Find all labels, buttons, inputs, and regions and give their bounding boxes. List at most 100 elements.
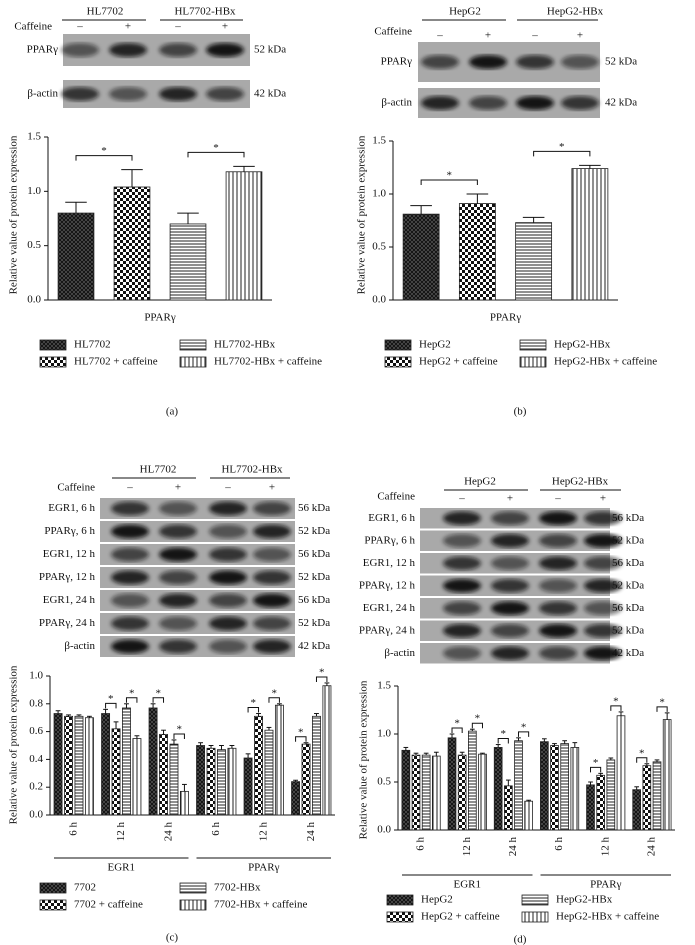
error-bar bbox=[423, 752, 429, 756]
x-tick-label: 6 h bbox=[67, 822, 79, 836]
bar bbox=[243, 757, 253, 816]
error-bar bbox=[654, 759, 660, 762]
treatment-label: Caffeine bbox=[14, 21, 52, 33]
blot-size-label: 52 kDa bbox=[298, 525, 330, 537]
error-bar bbox=[161, 729, 166, 735]
blot-band bbox=[443, 623, 481, 638]
bar bbox=[401, 749, 411, 831]
bar bbox=[169, 743, 179, 816]
x-tick-label: 6 h bbox=[210, 822, 222, 836]
bar bbox=[217, 749, 226, 816]
blot-strip bbox=[100, 613, 295, 634]
blot-band bbox=[111, 593, 149, 608]
error-bar bbox=[245, 753, 251, 759]
y-tick-label: 0.2 bbox=[29, 781, 43, 793]
blot-band bbox=[443, 556, 481, 571]
legend-label: HepG2-HBx bbox=[556, 894, 613, 906]
lane-label: – bbox=[174, 21, 181, 33]
significance-label: * bbox=[639, 747, 645, 759]
blot-size-label: 42 kDa bbox=[612, 647, 644, 659]
bar bbox=[571, 168, 609, 301]
legend-swatch bbox=[179, 356, 207, 368]
significance-label: * bbox=[475, 713, 481, 725]
blot-band bbox=[109, 87, 147, 101]
error-bar bbox=[208, 745, 214, 749]
blot-size-label: 52 kDa bbox=[612, 624, 644, 636]
y-tick-label: 0.8 bbox=[29, 697, 43, 709]
y-axis-title: Relative value of protein expression bbox=[8, 135, 20, 294]
bar bbox=[514, 740, 523, 831]
blot-band bbox=[469, 96, 507, 110]
blot-band bbox=[206, 43, 244, 57]
y-tick-label: 1.0 bbox=[377, 728, 391, 740]
bar bbox=[596, 774, 605, 831]
significance-label: * bbox=[213, 142, 219, 154]
blot-band bbox=[111, 547, 149, 562]
lane-label: + bbox=[222, 21, 228, 33]
bar bbox=[291, 781, 301, 816]
error-bar bbox=[598, 772, 604, 776]
significance-bracket bbox=[173, 733, 185, 739]
error-bar bbox=[541, 738, 547, 742]
blot-band bbox=[209, 616, 247, 631]
bar bbox=[301, 743, 311, 816]
error-bar bbox=[588, 781, 593, 785]
blot-size-label: 42 kDa bbox=[298, 640, 330, 652]
legend-label: HepG2-HBx bbox=[554, 339, 611, 351]
legend-label: 7702 bbox=[74, 882, 96, 894]
significance-label: * bbox=[593, 757, 599, 769]
significance-label: * bbox=[319, 666, 325, 678]
bar bbox=[606, 759, 616, 831]
significance-bracket bbox=[610, 705, 622, 711]
blot-band bbox=[491, 533, 529, 548]
blot-row-label: PPARγ, 12 h bbox=[359, 579, 416, 591]
blot-band bbox=[253, 570, 291, 585]
error-bar bbox=[413, 752, 419, 756]
bar bbox=[458, 203, 496, 301]
blot-strip bbox=[100, 567, 295, 588]
bar bbox=[616, 715, 626, 831]
y-tick-label: 0.6 bbox=[29, 725, 43, 737]
blot-row-label: PPARγ, 24 h bbox=[39, 617, 96, 629]
blot-group-label: HL7702 bbox=[140, 464, 177, 476]
blot-band bbox=[539, 623, 577, 638]
blot-band bbox=[539, 533, 577, 548]
significance-label: * bbox=[251, 697, 257, 709]
x-tick-label: 12 h bbox=[115, 822, 127, 842]
blot-size-label: 56 kDa bbox=[612, 557, 644, 569]
blot-row-label: EGR1, 6 h bbox=[368, 512, 415, 524]
error-bar bbox=[433, 751, 439, 757]
blot-band bbox=[584, 646, 622, 661]
blot-band bbox=[209, 593, 247, 608]
blot-row-label: EGR1, 6 h bbox=[48, 502, 95, 514]
significance-bracket bbox=[152, 697, 165, 703]
bar bbox=[148, 707, 158, 816]
legend-swatch bbox=[39, 356, 67, 368]
error-bar bbox=[303, 742, 309, 745]
error-bar bbox=[219, 745, 224, 750]
significance-label: * bbox=[559, 141, 565, 153]
x-tick-label: 6 h bbox=[415, 837, 427, 851]
lane-label: + bbox=[507, 493, 513, 505]
bar bbox=[504, 785, 513, 831]
blot-row-label: β-actin bbox=[64, 640, 95, 652]
x-tick-label: 24 h bbox=[645, 837, 657, 857]
blot-band bbox=[253, 501, 291, 516]
significance-bracket bbox=[533, 150, 591, 157]
blot-row-label: β-actin bbox=[27, 88, 58, 100]
significance-bracket bbox=[247, 707, 260, 713]
category-group-label: PPARγ bbox=[590, 879, 622, 891]
blot-band bbox=[159, 570, 197, 585]
legend-swatch bbox=[179, 882, 207, 894]
error-bar bbox=[113, 721, 119, 729]
blot-size-label: 56 kDa bbox=[298, 502, 330, 514]
y-tick-label: 0.5 bbox=[377, 776, 391, 788]
legend-label: 7702-HBx + caffeine bbox=[214, 899, 307, 911]
x-tick-label: 12 h bbox=[599, 837, 611, 857]
error-bar bbox=[256, 713, 261, 717]
significance-label: * bbox=[129, 687, 135, 699]
legend-label: 7702-HBx bbox=[214, 882, 261, 894]
blot-band bbox=[491, 578, 529, 593]
blot-strip bbox=[100, 498, 295, 519]
blot-band bbox=[561, 96, 599, 110]
